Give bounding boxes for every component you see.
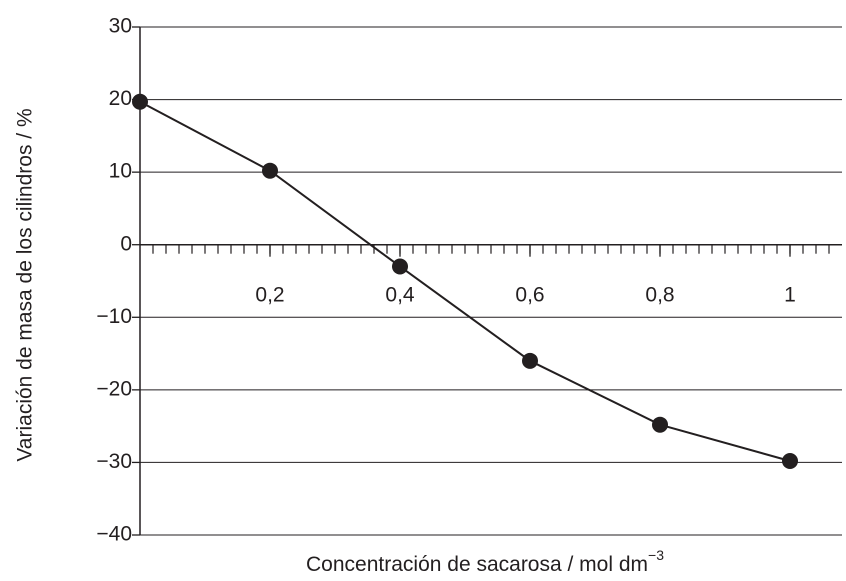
data-point <box>262 162 278 179</box>
x-tick-label: 1 <box>784 283 796 306</box>
y-tick-label: −40 <box>96 523 132 546</box>
y-tick-label: 20 <box>109 87 132 110</box>
y-tick-label: 10 <box>109 160 132 183</box>
y-tick-label: −20 <box>96 377 132 400</box>
y-tick-label: −10 <box>96 305 132 328</box>
data-point <box>132 93 148 110</box>
x-axis-label: Concentración de sacarosa / mol dm−3 <box>306 547 664 576</box>
y-axis-label: Variación de masa de los cilindros / % <box>14 108 37 461</box>
x-tick-label: 0,2 <box>255 283 284 306</box>
data-point <box>652 416 668 433</box>
x-axis-label-superscript: −3 <box>648 547 664 563</box>
data-point <box>522 352 538 369</box>
data-point <box>782 452 798 469</box>
x-tick-label: 0,4 <box>385 283 415 306</box>
data-line <box>139 100 791 462</box>
y-tick-label: −30 <box>96 450 132 473</box>
x-tick-label: 0,8 <box>645 283 674 306</box>
y-tick-label: 0 <box>120 232 132 255</box>
x-axis-label-text: Concentración de sacarosa / mol dm <box>306 553 648 576</box>
x-tick-label: 0,6 <box>515 283 544 306</box>
data-point <box>392 258 408 275</box>
y-tick-label: 30 <box>109 15 132 38</box>
